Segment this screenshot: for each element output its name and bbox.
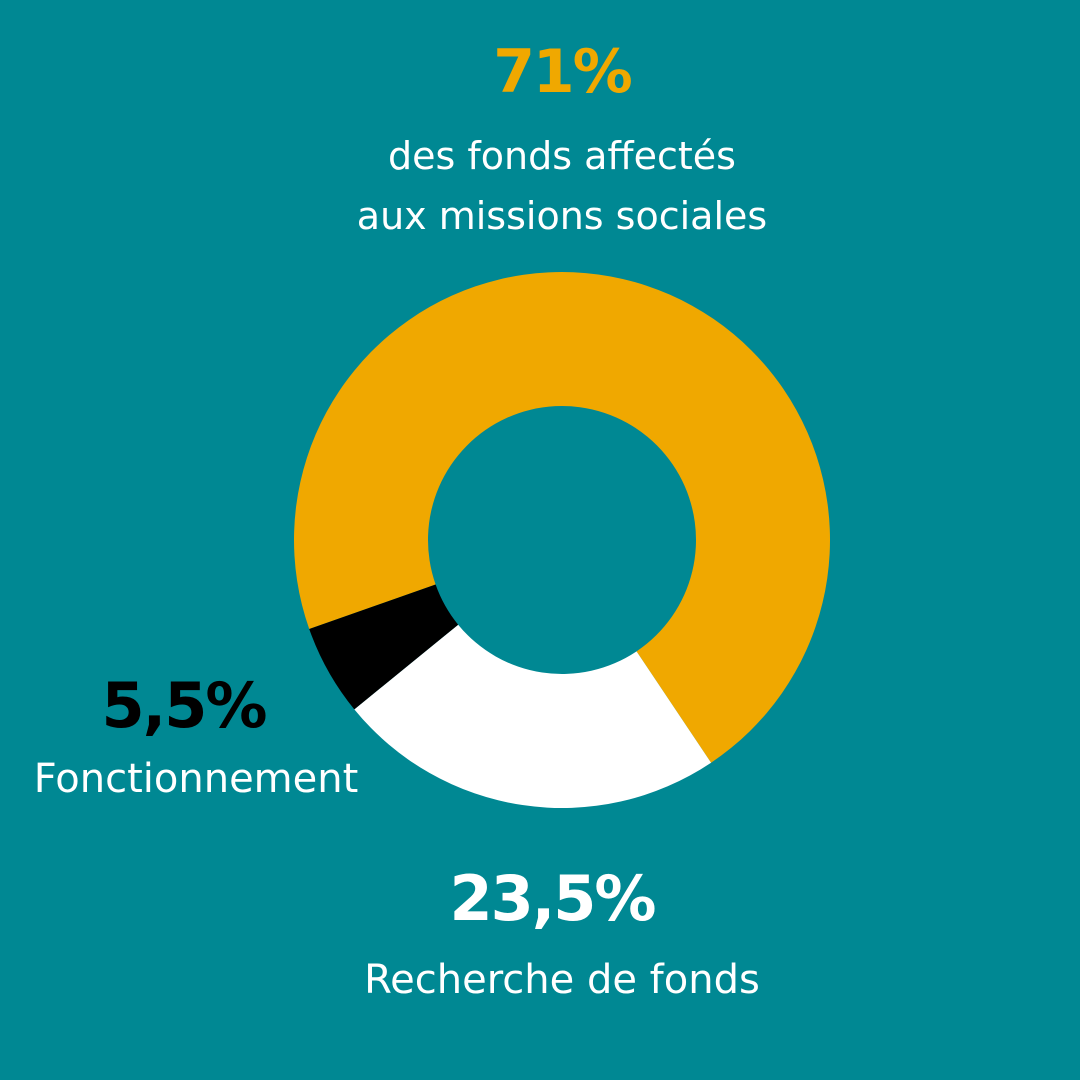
slice-fonctionnement xyxy=(309,584,459,710)
missions-caption-line2: aux missions sociales xyxy=(356,194,768,238)
fonctionnement-caption: Fonctionnement xyxy=(33,756,359,802)
missions-annotation: 71% des fonds affectés aux missions soci… xyxy=(262,42,862,246)
recherche-annotation: 23,5% Recherche de fonds xyxy=(312,868,812,1003)
missions-caption-line1: des fonds affectés xyxy=(388,134,736,178)
slice-missions xyxy=(294,271,830,763)
missions-percentage: 71% xyxy=(493,37,633,107)
recherche-percentage: 23,5% xyxy=(449,862,656,935)
slice-recherche xyxy=(354,624,712,809)
fonctionnement-percentage: 5,5% xyxy=(101,669,268,742)
recherche-caption: Recherche de fonds xyxy=(364,957,760,1003)
missions-caption: des fonds affectés aux missions sociales xyxy=(262,126,862,246)
fonctionnement-annotation: 5,5% Fonctionnement xyxy=(0,669,392,802)
